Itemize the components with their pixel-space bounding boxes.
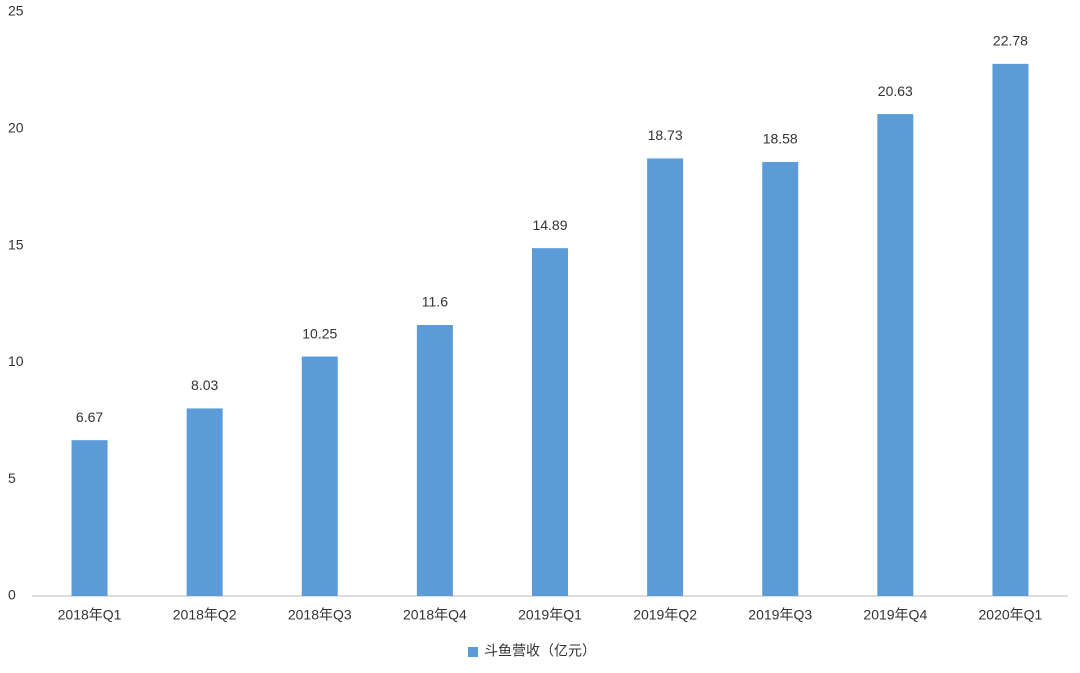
x-tick-label: 2018年Q1 [58,607,122,623]
data-label: 8.03 [191,377,218,393]
bar [301,356,338,596]
data-label: 18.58 [763,131,798,147]
data-label: 11.6 [422,294,448,310]
x-tick-label: 2018年Q3 [288,607,352,623]
y-tick-label: 25 [8,3,24,19]
x-tick-label: 2019年Q1 [518,607,582,623]
bar [762,161,799,597]
x-tick-label: 2019年Q4 [863,607,927,623]
data-label: 10.25 [302,325,337,341]
bar [532,248,568,596]
x-tick-label: 2018年Q4 [403,607,467,623]
bar [71,440,108,596]
x-tick-label: 2019年Q3 [748,607,812,623]
data-label: 18.73 [648,127,683,143]
bar [186,408,223,596]
data-label: 6.67 [76,409,103,425]
y-tick-label: 0 [8,587,16,603]
bar [877,114,914,597]
bar [647,158,684,596]
bar [992,63,1029,597]
y-tick-label: 20 [8,120,24,136]
y-tick-label: 5 [8,470,16,486]
legend-swatch [468,647,478,657]
data-label: 14.89 [532,217,567,233]
legend-label: 斗鱼营收（亿元） [484,643,596,659]
data-label: 22.78 [993,33,1028,49]
data-label: 20.63 [878,83,913,99]
y-tick-label: 10 [8,353,24,369]
x-tick-label: 2018年Q2 [173,607,237,623]
bar [416,325,453,596]
x-tick-label: 2020年Q1 [979,607,1043,623]
y-tick-label: 15 [8,236,24,252]
x-tick-label: 2019年Q2 [633,607,697,623]
